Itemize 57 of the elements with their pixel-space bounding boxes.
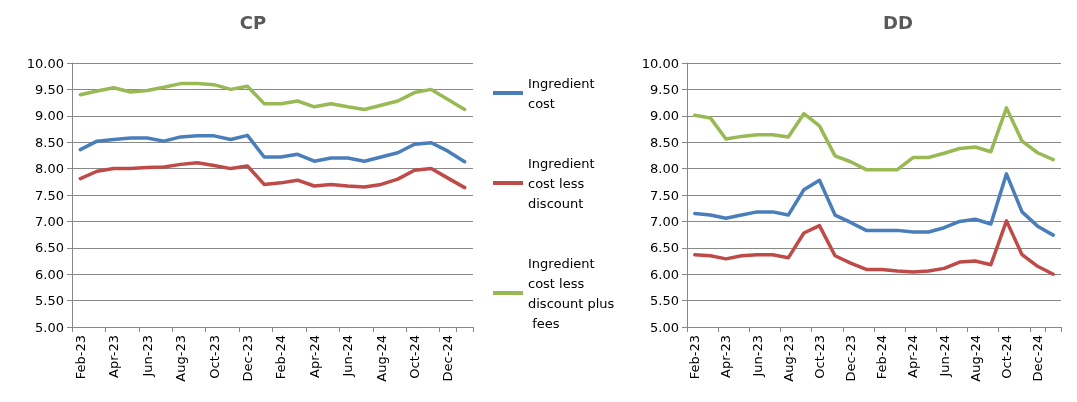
y-tick-label: 9.50 [650, 81, 679, 97]
x-tick-label: Feb-24 [273, 335, 289, 380]
y-tick-label: 5.00 [650, 319, 679, 335]
line-series [693, 106, 1055, 172]
x-tick-label: Feb-23 [72, 335, 88, 380]
x-tick-label: Dec-23 [843, 335, 859, 382]
line-series [78, 161, 467, 190]
y-tick-label: 8.50 [650, 134, 679, 150]
y-tick-label: 6.00 [650, 266, 679, 282]
y-tick-label: 7.00 [35, 213, 64, 229]
x-tick-label: Apr-24 [905, 335, 921, 378]
x-tick-label: Dec-24 [440, 335, 456, 382]
line-series [693, 172, 1055, 237]
y-tick-label: 9.50 [35, 81, 64, 97]
y-tick-label: 9.00 [35, 108, 64, 124]
chart-title: DD [883, 11, 913, 33]
x-tick-label: Feb-24 [874, 335, 890, 380]
x-tick-label: Dec-24 [1030, 335, 1046, 382]
x-tick-label: Apr-24 [306, 335, 322, 378]
y-tick-label: 6.00 [35, 266, 64, 282]
legend-label: Ingredient cost less discount plus fees [528, 255, 615, 331]
x-tick-label: Oct-24 [998, 335, 1014, 379]
x-tick-label: Jun-24 [936, 335, 952, 378]
x-tick-label: Dec-23 [239, 335, 255, 382]
x-tick-label: Jun-24 [340, 335, 356, 378]
y-tick-label: 9.00 [650, 108, 679, 124]
y-tick-label: 5.00 [35, 319, 64, 335]
x-tick-label: Jun-23 [749, 335, 765, 378]
y-tick-label: 10.00 [641, 55, 679, 71]
y-tick-label: 7.00 [650, 213, 679, 229]
x-tick-label: Apr-23 [106, 335, 122, 378]
y-tick-label: 10.00 [26, 55, 64, 71]
y-tick-label: 6.50 [35, 240, 64, 256]
x-tick-label: Aug-23 [780, 335, 796, 382]
y-tick-label: 7.50 [650, 187, 679, 203]
line-series [78, 133, 467, 164]
legend-label: Ingredient cost less discount [528, 155, 599, 211]
x-tick-label: Oct-23 [811, 335, 827, 379]
y-tick-label: 5.50 [650, 293, 679, 309]
x-tick-label: Aug-23 [173, 335, 189, 382]
y-tick-label: 8.50 [35, 134, 64, 150]
y-tick-label: 7.50 [35, 187, 64, 203]
y-tick-label: 8.00 [650, 161, 679, 177]
chart-title: CP [239, 11, 267, 33]
x-tick-label: Apr-23 [718, 335, 734, 378]
x-tick-label: Aug-24 [373, 335, 389, 382]
legend-label: Ingredient cost [528, 75, 599, 111]
line-series [693, 219, 1055, 276]
x-tick-label: Oct-24 [407, 335, 423, 379]
y-tick-label: 5.50 [35, 293, 64, 309]
x-tick-label: Aug-24 [967, 335, 983, 382]
y-tick-label: 8.00 [35, 161, 64, 177]
line-series [78, 81, 467, 112]
x-tick-label: Oct-23 [206, 335, 222, 379]
y-tick-label: 6.50 [650, 240, 679, 256]
x-tick-label: Feb-23 [687, 335, 703, 380]
x-tick-label: Jun-23 [139, 335, 155, 378]
